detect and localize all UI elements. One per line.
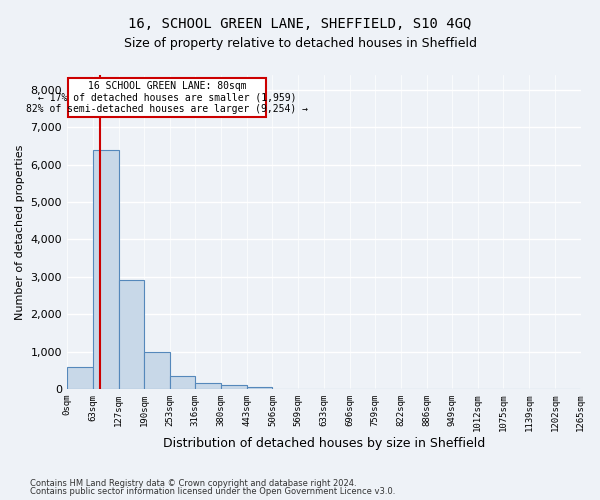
Bar <box>144 352 170 389</box>
Bar <box>221 385 247 389</box>
Text: Size of property relative to detached houses in Sheffield: Size of property relative to detached ho… <box>124 38 476 51</box>
Bar <box>247 386 272 389</box>
Text: 16 SCHOOL GREEN LANE: 80sqm
← 17% of detached houses are smaller (1,959)
82% of : 16 SCHOOL GREEN LANE: 80sqm ← 17% of det… <box>26 81 308 114</box>
Text: 16, SCHOOL GREEN LANE, SHEFFIELD, S10 4GQ: 16, SCHOOL GREEN LANE, SHEFFIELD, S10 4G… <box>128 18 472 32</box>
X-axis label: Distribution of detached houses by size in Sheffield: Distribution of detached houses by size … <box>163 437 485 450</box>
Bar <box>196 383 221 389</box>
Y-axis label: Number of detached properties: Number of detached properties <box>15 144 25 320</box>
Text: Contains HM Land Registry data © Crown copyright and database right 2024.: Contains HM Land Registry data © Crown c… <box>30 478 356 488</box>
FancyBboxPatch shape <box>68 78 266 117</box>
Bar <box>92 150 119 389</box>
Bar <box>119 280 144 389</box>
Text: Contains public sector information licensed under the Open Government Licence v3: Contains public sector information licen… <box>30 487 395 496</box>
Bar <box>67 367 92 389</box>
Bar <box>170 376 196 389</box>
